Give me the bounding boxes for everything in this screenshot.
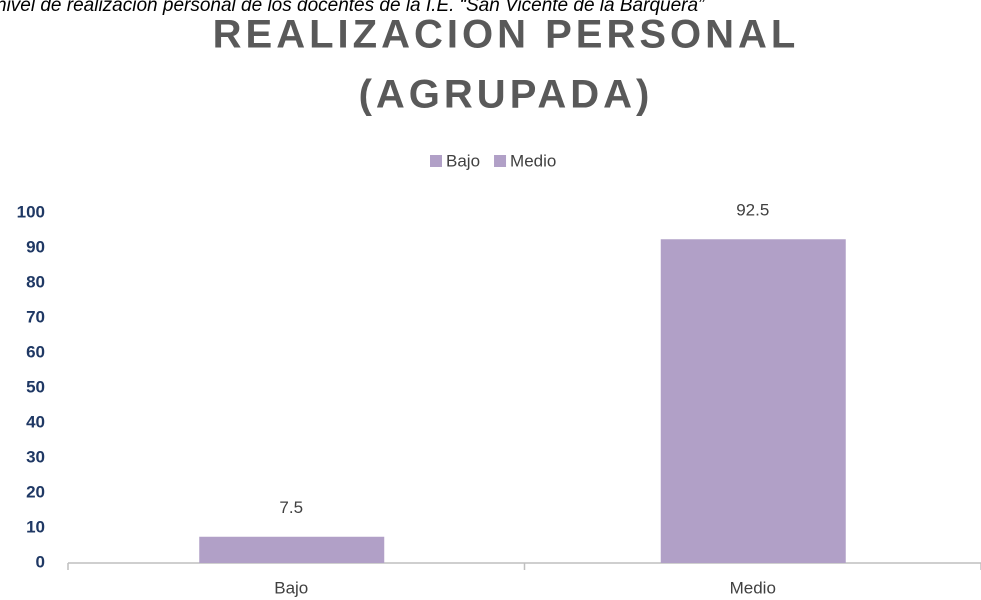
x-tick-label: Medio [730, 578, 776, 597]
y-tick-label: 70 [26, 307, 45, 326]
y-tick-label: 90 [26, 237, 45, 256]
legend-swatch [494, 155, 507, 167]
legend-label: Medio [510, 151, 556, 170]
legend-swatch [430, 155, 442, 167]
y-tick-label: 80 [26, 272, 45, 291]
y-tick-label: 20 [26, 482, 45, 501]
y-tick-label: 40 [26, 412, 45, 431]
y-tick-label: 60 [26, 342, 45, 361]
y-tick-label: 50 [26, 377, 45, 396]
chart-title: (AGRUPADA) [359, 73, 654, 117]
bar [660, 239, 846, 563]
data-label: 7.5 [279, 498, 303, 517]
data-label: 92.5 [736, 201, 769, 220]
legend-label: Bajo [446, 151, 480, 170]
bar [199, 536, 385, 563]
caption: nivel de realización personal de los doc… [0, 0, 706, 16]
y-tick-label: 10 [26, 517, 45, 536]
x-tick-label: Bajo [274, 578, 308, 597]
chart-title: REALIZACION PERSONAL [213, 13, 800, 57]
y-tick-label: 0 [36, 552, 45, 571]
y-tick-label: 30 [26, 447, 45, 466]
y-tick-label: 100 [17, 202, 45, 221]
